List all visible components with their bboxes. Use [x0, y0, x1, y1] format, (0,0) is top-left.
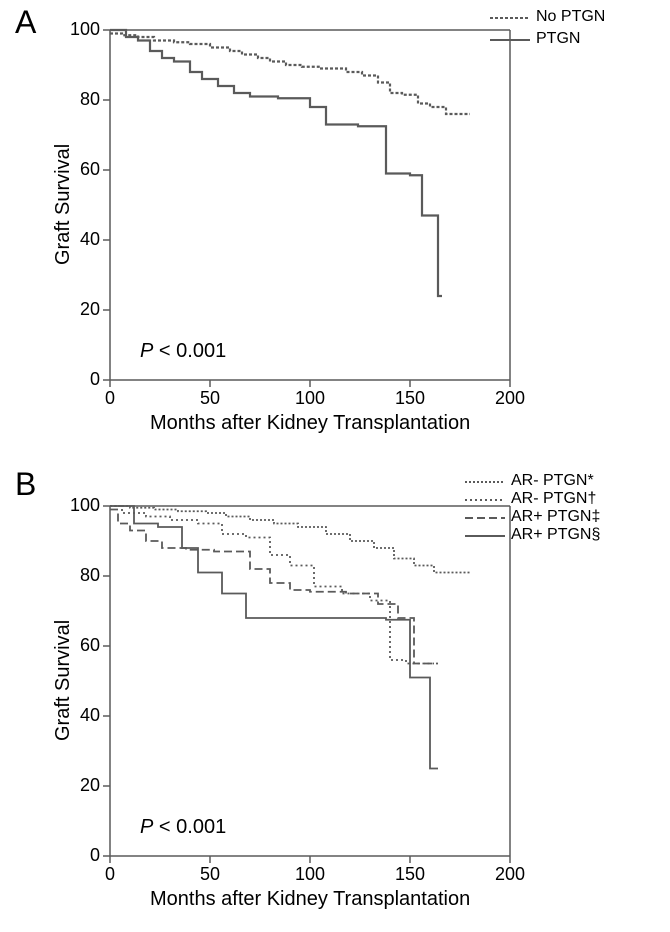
ytick-label: 0 [66, 369, 100, 390]
figure: A Graft Survival Months after Kidney Tra… [0, 0, 670, 932]
xtick-label: 150 [395, 864, 425, 885]
panel-a-svg [110, 30, 510, 380]
legend-label: AR+ PTGN‡ [511, 508, 600, 526]
xtick-label: 100 [295, 388, 325, 409]
ytick-label: 20 [66, 299, 100, 320]
legend-label: AR+ PTGN§ [511, 526, 600, 544]
legend-label: No PTGN [536, 8, 605, 26]
xtick-label: 50 [195, 388, 225, 409]
ytick-label: 40 [66, 705, 100, 726]
xtick-label: 200 [495, 864, 525, 885]
ytick-label: 60 [66, 635, 100, 656]
ytick-label: 20 [66, 775, 100, 796]
panel-b-label: B [15, 466, 36, 503]
panel-b-xlabel: Months after Kidney Transplantation [150, 888, 470, 911]
panel-a-label: A [15, 4, 36, 41]
legend-label: AR- PTGN† [511, 490, 596, 508]
legend-label: PTGN [536, 30, 580, 48]
ytick-label: 80 [66, 89, 100, 110]
panel-b-svg [110, 506, 510, 856]
panel-a-xlabel: Months after Kidney Transplantation [150, 412, 470, 435]
panel-b: B Graft Survival Months after Kidney Tra… [0, 466, 670, 932]
xtick-label: 200 [495, 388, 525, 409]
ytick-label: 60 [66, 159, 100, 180]
panel-a: A Graft Survival Months after Kidney Tra… [0, 0, 670, 466]
ytick-label: 80 [66, 565, 100, 586]
xtick-label: 0 [95, 388, 125, 409]
ytick-label: 0 [66, 845, 100, 866]
ytick-label: 100 [66, 495, 100, 516]
xtick-label: 150 [395, 388, 425, 409]
p-value: P < 0.001 [140, 340, 226, 363]
panel-a-plot [110, 30, 510, 380]
legend-label: AR- PTGN* [511, 472, 594, 490]
xtick-label: 100 [295, 864, 325, 885]
ytick-label: 100 [66, 19, 100, 40]
xtick-label: 50 [195, 864, 225, 885]
p-value: P < 0.001 [140, 816, 226, 839]
ytick-label: 40 [66, 229, 100, 250]
xtick-label: 0 [95, 864, 125, 885]
panel-b-plot [110, 506, 510, 856]
